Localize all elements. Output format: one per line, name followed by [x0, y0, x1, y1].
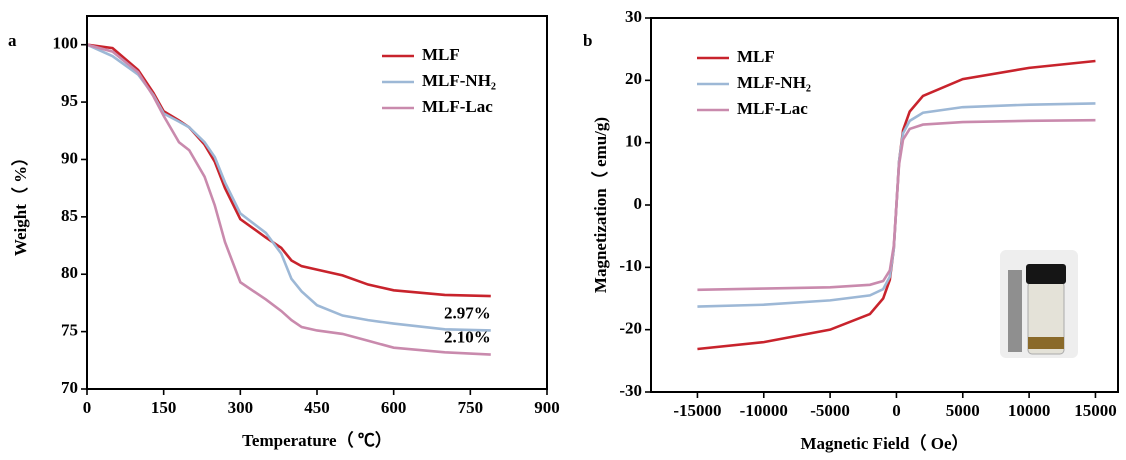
y-tick-label: 80 — [61, 263, 78, 282]
annotation: 2.10% — [444, 327, 491, 346]
y-tick-label: 30 — [625, 7, 642, 26]
panel-label: a — [8, 31, 17, 50]
legend-label: MLF-NH₂ — [422, 71, 496, 90]
y-tick-label: -20 — [619, 319, 642, 338]
vial-cap — [1026, 264, 1066, 284]
x-tick-label: 300 — [228, 398, 254, 417]
data-line — [697, 118, 1096, 292]
panel: -15000 -10000 -5000 0 5000 10000 15000 -30 -20 -1… — [583, 7, 1119, 453]
y-tick-label: 0 — [634, 194, 643, 213]
legend-label: MLF — [422, 45, 460, 64]
y-tick-label: 85 — [61, 206, 78, 225]
legend-label: MLF-Lac — [737, 99, 808, 118]
x-tick-label: 750 — [458, 398, 484, 417]
x-tick-label: 10000 — [1008, 401, 1051, 420]
y-tick-label: 100 — [53, 34, 79, 53]
y-tick-label: 20 — [625, 69, 642, 88]
vial-deposit — [1028, 337, 1064, 349]
y-tick-label: 90 — [61, 148, 78, 167]
x-tick-label: 450 — [304, 398, 330, 417]
y-tick-label: -30 — [619, 381, 642, 400]
x-axis-label: Magnetic Field（ Oe） — [800, 433, 968, 453]
x-tick-label: 15000 — [1074, 401, 1117, 420]
y-tick-label: 70 — [61, 378, 78, 397]
panel-label: b — [583, 31, 592, 50]
y-tick-label: 75 — [61, 321, 78, 340]
x-tick-label: -15000 — [673, 401, 721, 420]
annotation: 2.97% — [444, 303, 491, 322]
x-tick-label: 5000 — [946, 401, 980, 420]
y-axis-label: Weight（ %） — [10, 149, 30, 256]
x-axis-label: Temperature（ ℃） — [242, 430, 392, 450]
y-tick-label: 95 — [61, 91, 78, 110]
vial-photo — [1000, 250, 1078, 358]
panel: 0 150 300 450 600 750 900 70 75 80 85 90 95 100 Temper… — [8, 15, 560, 450]
x-tick-label: 0 — [892, 401, 901, 420]
y-axis-label: Magnetization（ emu/g) — [590, 117, 610, 293]
legend-label: MLF-Lac — [422, 97, 493, 116]
x-tick-label: -10000 — [740, 401, 788, 420]
data-line — [86, 43, 491, 356]
x-tick-label: 600 — [381, 398, 407, 417]
legend-label: MLF — [737, 47, 775, 66]
x-tick-label: 900 — [534, 398, 560, 417]
magnet — [1008, 270, 1022, 352]
legend-label: MLF-NH₂ — [737, 73, 811, 92]
x-tick-label: -5000 — [810, 401, 850, 420]
y-tick-label: -10 — [619, 256, 642, 275]
x-tick-label: 0 — [83, 398, 92, 417]
x-tick-label: 150 — [151, 398, 177, 417]
y-tick-label: 10 — [625, 132, 642, 151]
